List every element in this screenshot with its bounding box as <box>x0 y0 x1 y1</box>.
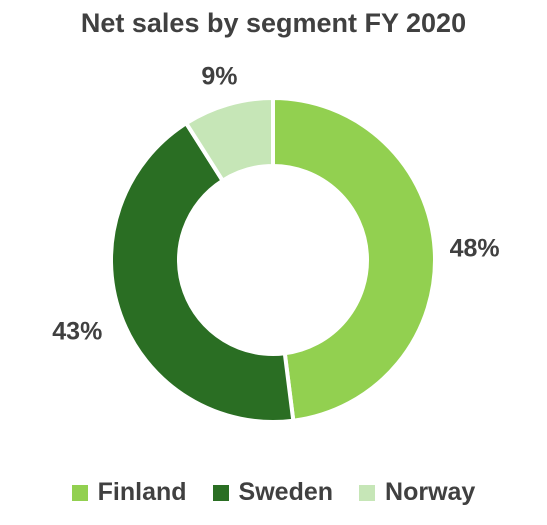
chart-title: Net sales by segment FY 2020 <box>80 8 467 38</box>
donut-chart: 48% 43% 9% <box>52 63 500 424</box>
legend-swatch-finland <box>71 484 88 501</box>
legend-item-sweden[interactable]: Sweden <box>212 478 334 507</box>
legend-label-norway: Norway <box>385 478 476 506</box>
donut-slice-finland[interactable] <box>271 95 437 423</box>
donut-slice-norway[interactable] <box>183 95 275 184</box>
data-label-norway: 9% <box>201 63 237 91</box>
legend-item-finland[interactable]: Finland <box>71 478 187 507</box>
legend-label-finland: Finland <box>97 478 187 506</box>
legend-item-norway[interactable]: Norway <box>359 478 475 507</box>
chart-legend: Finland Sweden Norway <box>0 478 547 507</box>
data-label-finland: 48% <box>450 234 500 262</box>
legend-swatch-norway <box>359 484 376 501</box>
data-label-sweden: 43% <box>52 317 102 345</box>
donut-slice-sweden[interactable] <box>109 120 296 424</box>
legend-label-sweden: Sweden <box>238 478 334 506</box>
legend-swatch-sweden <box>212 484 229 501</box>
